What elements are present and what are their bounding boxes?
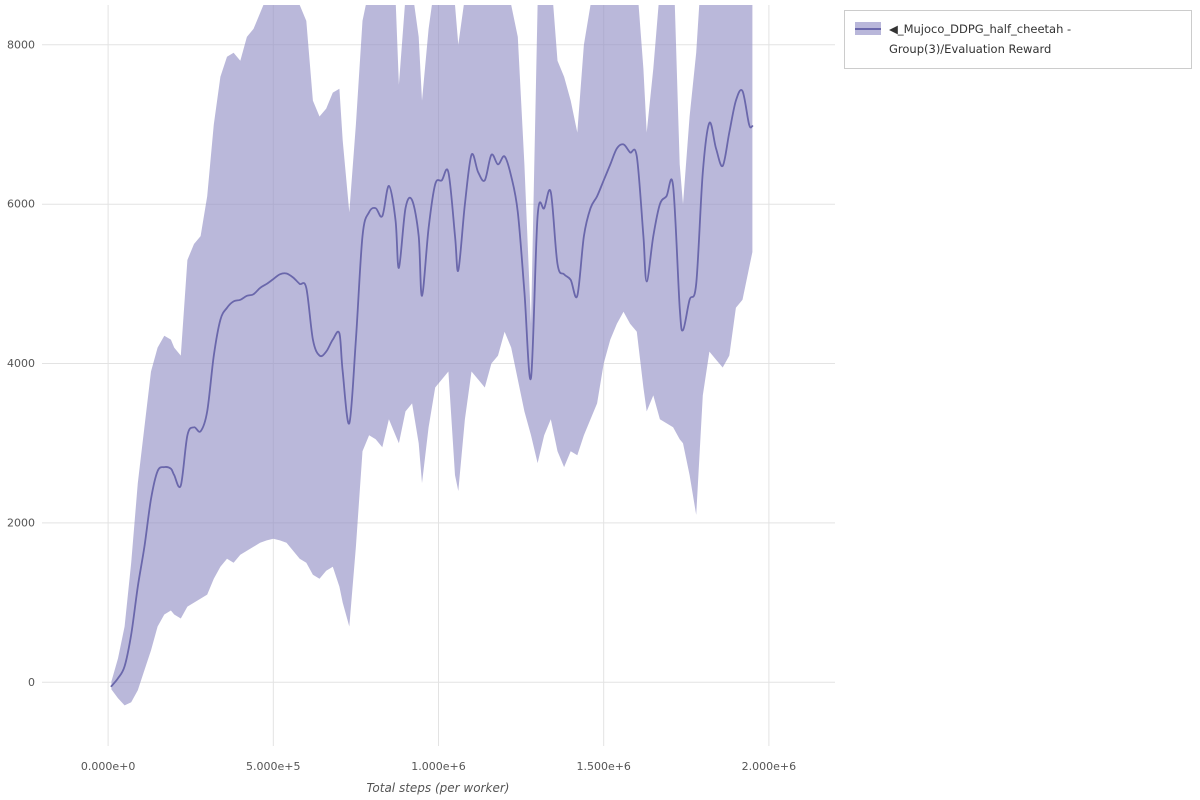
legend-swatch: [855, 22, 881, 35]
y-tick-label: 2000: [7, 516, 35, 529]
legend-label: ◀_Mujoco_DDPG_half_cheetah - Group(3)/Ev…: [889, 22, 1072, 56]
axis-labels: 0 2000 4000 6000 8000 0.000e+0 5.000e+5 1.000e+…: [7, 38, 796, 773]
x-tick-label: 1.500e+6: [576, 760, 630, 773]
series-group: [110, 5, 754, 706]
x-axis-title: Total steps (per worker): [366, 781, 510, 795]
x-tick-label: 5.000e+5: [246, 760, 300, 773]
confidence-band: [111, 5, 753, 706]
x-tick-label: 2.000e+6: [742, 760, 796, 773]
x-tick-label: 1.000e+6: [411, 760, 465, 773]
legend: ◀_Mujoco_DDPG_half_cheetah - Group(3)/Ev…: [844, 10, 1192, 70]
legend-swatch-line: [855, 27, 881, 30]
x-tick-label: 0.000e+0: [81, 760, 135, 773]
legend-item[interactable]: ◀_Mujoco_DDPG_half_cheetah - Group(3)/Ev…: [855, 20, 1181, 59]
mean-line: [110, 89, 754, 688]
y-tick-label: 8000: [7, 38, 35, 51]
y-tick-label: 6000: [7, 198, 35, 211]
y-tick-label: 4000: [7, 357, 35, 370]
y-tick-label: 0: [28, 676, 35, 689]
